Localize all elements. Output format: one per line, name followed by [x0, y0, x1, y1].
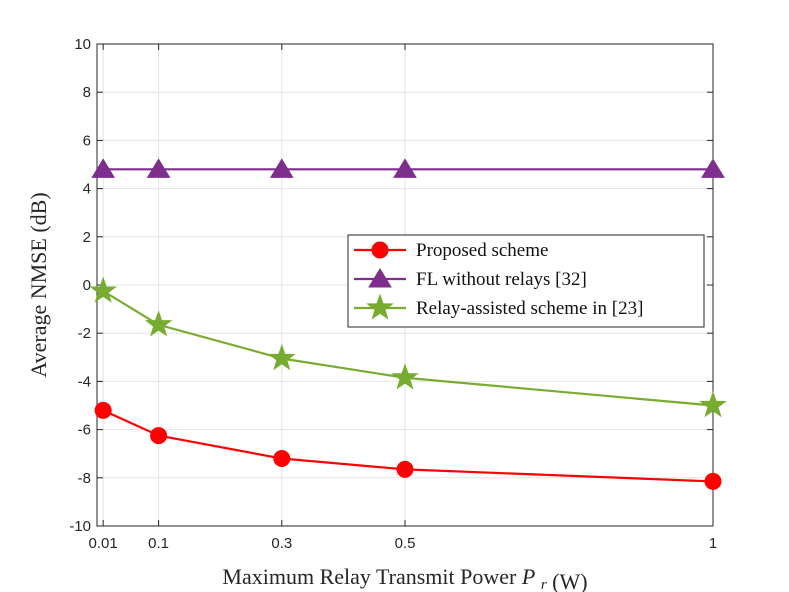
legend-item: Relay-assisted scheme in [23]: [354, 293, 643, 320]
data-point-circle: [704, 472, 722, 490]
x-tick-label: 1: [709, 535, 717, 552]
y-tick-label: -2: [78, 325, 91, 342]
legend-item: Proposed scheme: [354, 240, 548, 261]
y-tick-label: -8: [78, 470, 91, 487]
data-point-triangle: [701, 158, 725, 178]
y-tick-label: -10: [69, 518, 91, 535]
y-axis-label: Average NMSE (dB): [26, 192, 51, 377]
series-fl-without-relays-32: [91, 158, 725, 178]
y-tick-label: -4: [78, 373, 91, 390]
legend-label: Relay-assisted scheme in [23]: [416, 298, 643, 319]
x-tick-label: 0.01: [89, 535, 118, 552]
legend-marker-circle: [371, 241, 389, 259]
legend-marker-star: [366, 293, 394, 320]
data-point-circle: [150, 427, 168, 445]
x-axis-label: Maximum Relay Transmit Power P r (W): [222, 564, 587, 592]
data-point-triangle: [146, 158, 171, 178]
data-point-star: [144, 310, 173, 337]
x-axis-label-text: Maximum Relay Transmit Power: [222, 564, 517, 589]
data-point-star: [391, 363, 419, 390]
data-point-star: [267, 343, 296, 371]
y-tick-label: 0: [83, 277, 91, 294]
data-point-star: [89, 276, 117, 303]
legend-item: FL without relays [32]: [354, 268, 587, 290]
x-tick-label: 0.1: [148, 535, 169, 552]
y-tick-label: 4: [83, 181, 91, 198]
data-point-triangle: [91, 158, 116, 178]
y-tick-label: 6: [83, 132, 91, 149]
data-point-circle: [273, 450, 291, 468]
series-relay-assisted-scheme-in-23: [89, 276, 727, 418]
y-tick-label: 2: [83, 229, 91, 246]
x-tick-label: 0.3: [271, 535, 292, 552]
data-point-triangle: [393, 158, 417, 178]
x-axis-label-symbol: P: [521, 564, 535, 589]
legend: Proposed scheme FL without relays [32] Rel…: [347, 234, 705, 328]
y-tick-label: 8: [83, 84, 91, 101]
x-axis-label-unit: (W): [552, 569, 587, 592]
x-tick-label: 0.5: [395, 535, 416, 552]
legend-marker-triangle: [368, 268, 392, 288]
y-tick-label: -6: [78, 422, 91, 439]
x-axis-label-subscript: r: [541, 577, 547, 592]
legend-label: FL without relays [32]: [416, 269, 587, 290]
data-point-circle: [396, 460, 414, 478]
axis-ticks: -10 -8 -6 -4 -2 0 2 4 6 8 10 0.01 0.1 0.3 0.5 1: [69, 36, 717, 552]
legend-box: [347, 234, 705, 328]
data-point-circle: [94, 401, 112, 419]
data-point-triangle: [269, 158, 294, 178]
y-tick-label: 10: [74, 36, 91, 53]
series-group: [89, 158, 727, 490]
data-point-star: [699, 390, 727, 418]
legend-label: Proposed scheme: [416, 240, 548, 261]
series-proposed-scheme: [94, 401, 722, 490]
